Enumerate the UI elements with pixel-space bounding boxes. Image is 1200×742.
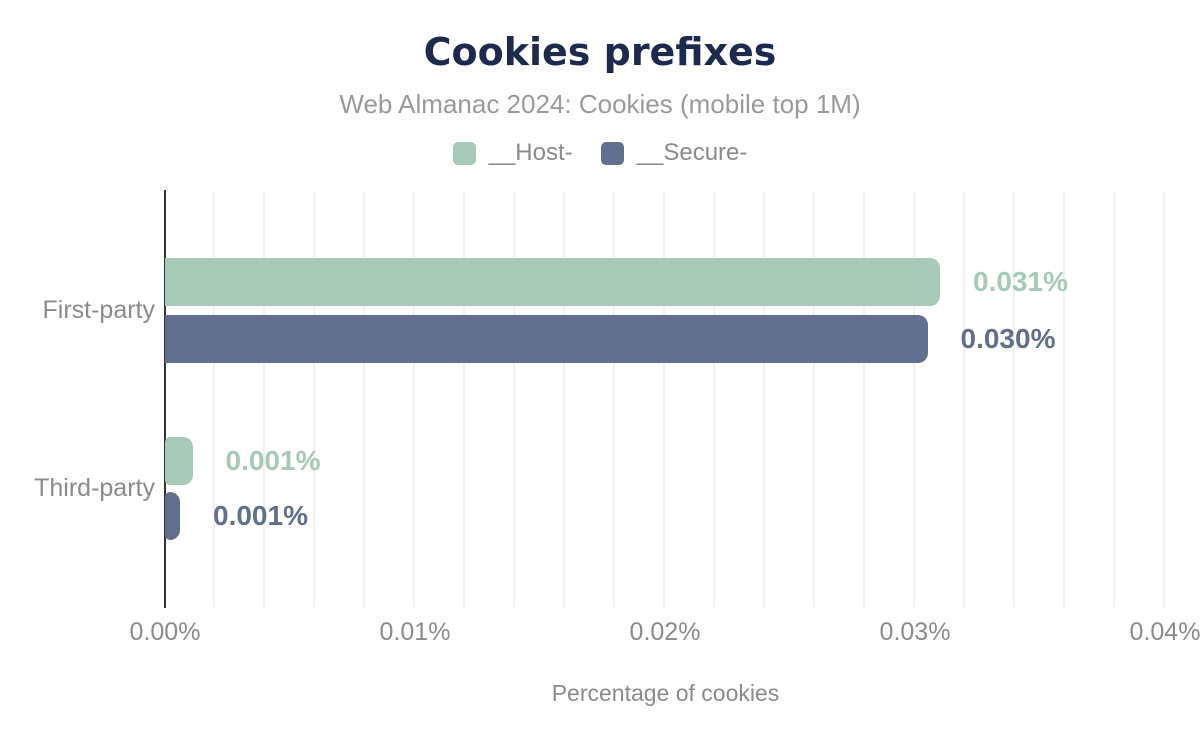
bar-third-party-secure (165, 492, 180, 540)
secure-legend-swatch-icon (600, 141, 624, 165)
y-axis-category-third-party: Third-party (34, 474, 155, 502)
chart-subtitle: Web Almanac 2024: Cookies (mobile top 1M… (339, 89, 861, 119)
y-axis-category-first-party: First-party (42, 296, 156, 324)
x-tick: 0.03% (879, 618, 951, 646)
x-tick: 0.00% (129, 618, 201, 646)
x-tick: 0.04% (1129, 618, 1200, 646)
x-tick: 0.02% (629, 618, 701, 646)
bar-row: 0.030% (165, 315, 1055, 363)
legend-item-secure: __Secure- (600, 139, 748, 167)
bar-row: 0.031% (165, 258, 1068, 306)
legend-item-label: __Secure- (636, 139, 748, 166)
x-tick: 0.01% (379, 618, 451, 646)
x-axis-ticks: 0.00% 0.01% 0.02% 0.03% 0.04% (130, 618, 1200, 648)
bar-value-label: 0.001% (213, 500, 308, 531)
plot-area: 0.031% 0.030% 0.001% 0.001% (165, 192, 1166, 607)
legend-item-label: __Host- (488, 139, 573, 166)
bar-first-party-secure (165, 315, 928, 363)
bar-row: 0.001% (165, 492, 308, 540)
legend: __Host- __Secure- (0, 139, 1200, 167)
bar-first-party-host (165, 258, 940, 306)
bar-value-label: 0.030% (960, 323, 1056, 354)
bar-row: 0.001% (165, 437, 320, 485)
bar-third-party-host (165, 437, 193, 485)
x-axis-label: Percentage of cookies (551, 680, 780, 706)
host-legend-swatch-icon (452, 141, 476, 165)
chart-title: Cookies prefixes (423, 30, 777, 74)
bar-value-label: 0.031% (973, 266, 1068, 297)
legend-item-host: __Host- (452, 139, 573, 167)
bar-value-label: 0.001% (225, 445, 321, 476)
